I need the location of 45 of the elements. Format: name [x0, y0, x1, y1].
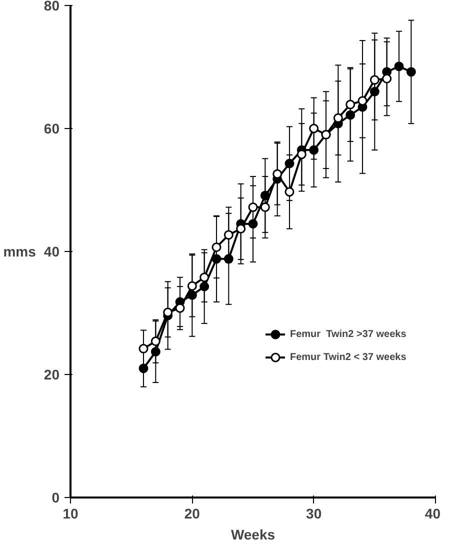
point — [309, 124, 319, 134]
x-tick-label: 10 — [62, 506, 78, 522]
x-tick-label: 30 — [306, 506, 322, 522]
point — [309, 145, 319, 155]
legend-label: Femur Twin2 >37 weeks — [290, 328, 406, 340]
y-tick-label: 0 — [52, 490, 60, 506]
point — [382, 74, 392, 84]
point — [346, 100, 356, 110]
point — [212, 254, 222, 264]
point — [187, 281, 197, 291]
point — [370, 75, 380, 85]
point — [406, 67, 416, 77]
point — [200, 282, 210, 292]
point — [358, 96, 368, 106]
y-tick-label: 80 — [44, 0, 60, 14]
y-tick-label: 40 — [44, 244, 60, 260]
point — [272, 169, 282, 179]
point — [175, 303, 185, 313]
point — [138, 344, 148, 354]
legend-label: Femur Twin2 < 37 weeks — [290, 352, 406, 362]
point — [248, 202, 258, 212]
point — [224, 230, 234, 240]
point — [346, 110, 356, 120]
point — [150, 336, 160, 346]
y-axis-title: mms — [3, 244, 36, 260]
point — [333, 113, 343, 123]
point — [284, 187, 294, 197]
point — [260, 202, 270, 212]
point — [394, 62, 404, 72]
point — [138, 364, 148, 374]
point — [248, 219, 258, 229]
point — [236, 224, 246, 234]
x-axis-title: Weeks — [230, 526, 276, 542]
point — [150, 347, 160, 356]
y-tick-label: 20 — [44, 366, 60, 382]
point — [212, 242, 222, 252]
x-tick-label: 40 — [424, 506, 441, 522]
point — [284, 158, 294, 168]
x-tick-label: 20 — [184, 506, 200, 522]
point — [200, 272, 210, 282]
point — [187, 290, 197, 300]
point — [163, 308, 173, 318]
y-tick-label: 60 — [44, 120, 60, 136]
point — [296, 150, 306, 160]
point — [370, 86, 380, 96]
